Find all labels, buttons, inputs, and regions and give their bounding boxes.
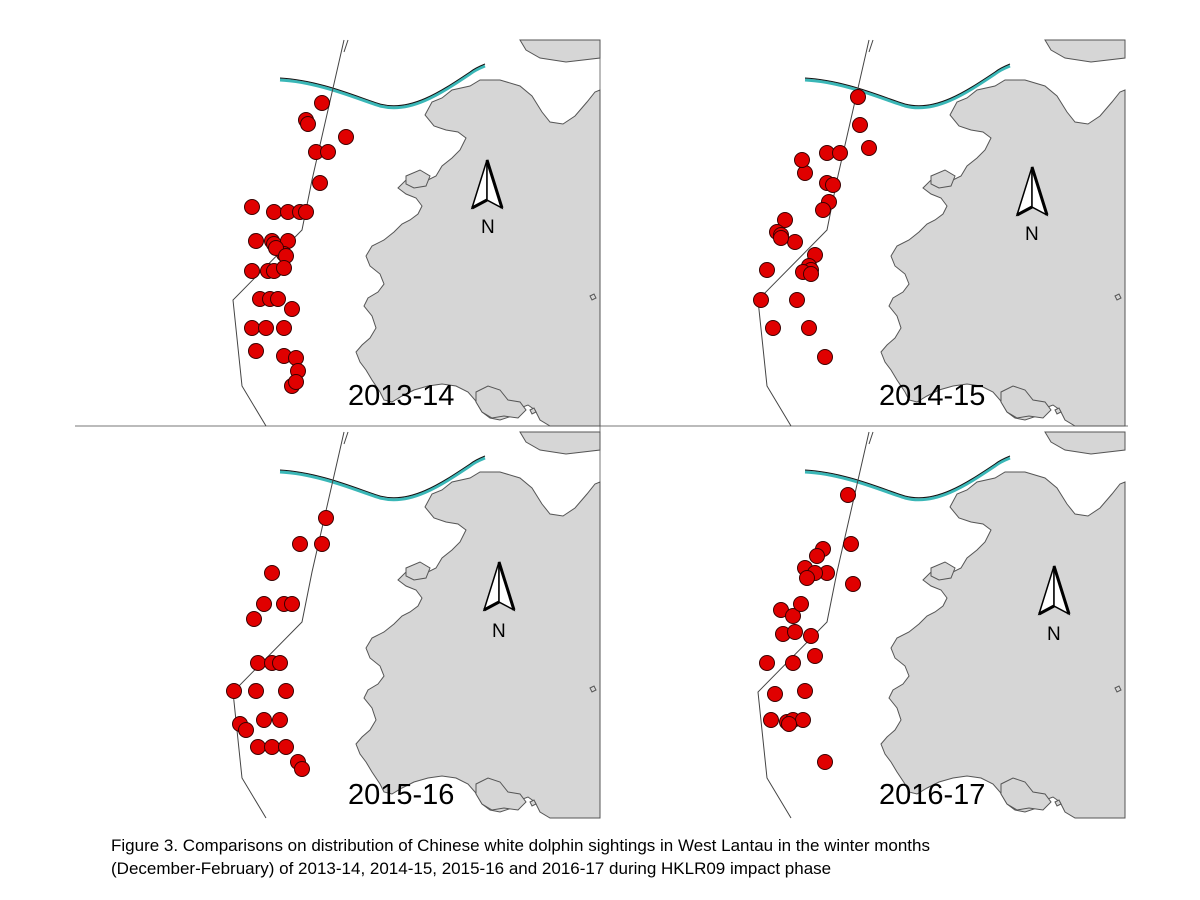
dolphin-sighting-marker (815, 202, 831, 218)
north-label: N (1025, 224, 1039, 245)
dolphin-sighting-marker (270, 291, 286, 307)
dolphin-sighting-marker (825, 177, 841, 193)
dolphin-sighting-marker (226, 683, 242, 699)
dolphin-sighting-marker (278, 739, 294, 755)
dolphin-sighting-marker (288, 350, 304, 366)
dolphin-sighting-marker (248, 233, 264, 249)
dolphin-sighting-marker (312, 175, 328, 191)
dolphin-sighting-marker (809, 548, 825, 564)
dolphin-sighting-marker (840, 487, 856, 503)
dolphin-sighting-marker (272, 712, 288, 728)
dolphin-sighting-marker (789, 292, 805, 308)
panel-label: 2013-14 (348, 380, 454, 412)
dolphin-sighting-marker (850, 89, 866, 105)
dolphin-sighting-marker (807, 648, 823, 664)
dolphin-sighting-marker (852, 117, 868, 133)
dolphin-sighting-marker (288, 374, 304, 390)
dolphin-sighting-marker (765, 320, 781, 336)
dolphin-sighting-marker (294, 761, 310, 777)
dolphin-sighting-marker (314, 95, 330, 111)
dolphin-sighting-marker (258, 320, 274, 336)
sighting-points (759, 487, 861, 770)
caption-line-2: (December-February) of 2013-14, 2014-15,… (111, 859, 832, 878)
dolphin-sighting-marker (817, 754, 833, 770)
figure-caption: Figure 3. Comparisons on distribution of… (111, 834, 1171, 880)
dolphin-sighting-marker (861, 140, 877, 156)
dolphin-sighting-marker (845, 576, 861, 592)
dolphin-sighting-marker (272, 655, 288, 671)
dolphin-sighting-marker (797, 683, 813, 699)
dolphin-sighting-marker (753, 292, 769, 308)
dolphin-sighting-marker (244, 320, 260, 336)
dolphin-sighting-marker (763, 712, 779, 728)
dolphin-sighting-marker (292, 536, 308, 552)
dolphin-sighting-marker (300, 116, 316, 132)
dolphin-sighting-marker (248, 343, 264, 359)
dolphin-sighting-marker (338, 129, 354, 145)
dolphin-sighting-marker (250, 739, 266, 755)
panel-label: 2014-15 (879, 380, 985, 412)
panel-label: 2015-16 (348, 779, 454, 811)
dolphin-sighting-marker (785, 655, 801, 671)
dolphin-sighting-marker (787, 624, 803, 640)
dolphin-sighting-marker (298, 204, 314, 220)
dolphin-sighting-marker (256, 596, 272, 612)
north-label: N (492, 621, 506, 642)
dolphin-sighting-marker (278, 683, 294, 699)
dolphin-sighting-marker (797, 165, 813, 181)
dolphin-sighting-marker (817, 349, 833, 365)
dolphin-sighting-marker (767, 686, 783, 702)
map-panel-2014-15: N 2014-15 (753, 38, 1127, 428)
dolphin-sighting-marker (266, 204, 282, 220)
dolphin-sighting-marker (320, 144, 336, 160)
dolphin-sighting-marker (803, 266, 819, 282)
dolphin-sighting-marker (276, 260, 292, 276)
dolphin-sighting-marker (773, 230, 789, 246)
dolphin-sighting-marker (246, 611, 262, 627)
dolphin-sighting-marker (238, 722, 254, 738)
dolphin-sighting-marker (318, 510, 334, 526)
map-panel-2013-14: N 2013-14 (231, 38, 602, 428)
dolphin-sighting-marker (256, 712, 272, 728)
north-label: N (1047, 624, 1061, 645)
dolphin-sighting-marker (803, 628, 819, 644)
dolphin-sighting-marker (832, 145, 848, 161)
dolphin-sighting-marker (799, 570, 815, 586)
map-panel-2015-16: N 2015-16 (226, 430, 602, 820)
dolphin-sighting-marker (314, 536, 330, 552)
sighting-points (226, 510, 334, 777)
dolphin-sighting-marker (794, 152, 810, 168)
dolphin-sighting-marker (801, 320, 817, 336)
dolphin-sighting-marker (795, 712, 811, 728)
sighting-points (753, 89, 877, 365)
dolphin-sighting-marker (284, 301, 300, 317)
sighting-points (244, 95, 354, 394)
dolphin-sighting-marker (843, 536, 859, 552)
dolphin-sighting-marker (777, 212, 793, 228)
map-panel-2016-17: N 2016-17 (756, 430, 1127, 820)
dolphin-sighting-marker (284, 596, 300, 612)
dolphin-sighting-marker (759, 262, 775, 278)
north-label: N (481, 217, 495, 238)
panel-label: 2016-17 (879, 779, 985, 811)
dolphin-sighting-marker (264, 739, 280, 755)
dolphin-sighting-marker (248, 683, 264, 699)
dolphin-sighting-marker (781, 716, 797, 732)
dolphin-sighting-marker (276, 320, 292, 336)
dolphin-sighting-marker (244, 263, 260, 279)
dolphin-sighting-marker (759, 655, 775, 671)
dolphin-sighting-marker (244, 199, 260, 215)
dolphin-sighting-marker (793, 596, 809, 612)
dolphin-sighting-marker (787, 234, 803, 250)
dolphin-sighting-marker (250, 655, 266, 671)
caption-line-1: Figure 3. Comparisons on distribution of… (111, 836, 930, 855)
dolphin-sighting-marker (264, 565, 280, 581)
dolphin-sighting-marker (785, 608, 801, 624)
